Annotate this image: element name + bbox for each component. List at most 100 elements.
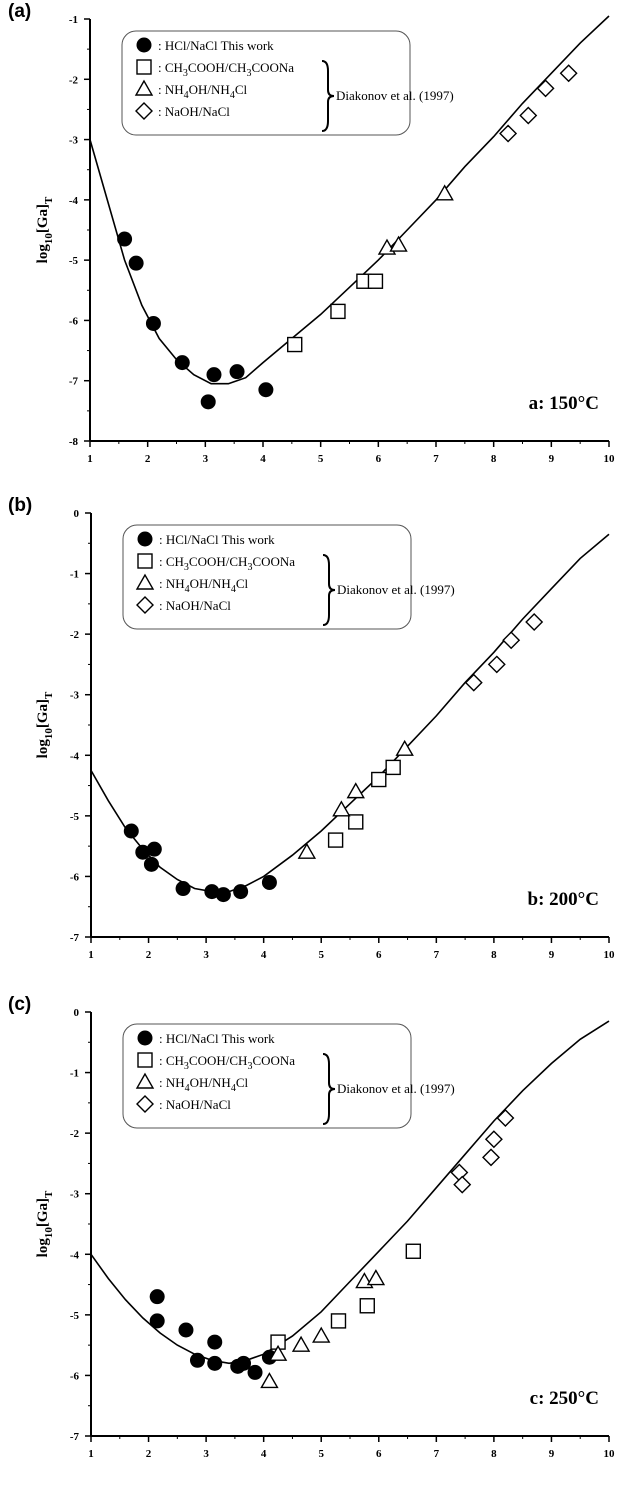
y-tick-label: -2 <box>70 1128 80 1140</box>
data-point-square <box>327 832 344 848</box>
legend-entry-label: : CH3COOH/CH3COONa <box>159 1053 295 1072</box>
legend-marker-triangle <box>135 573 155 590</box>
x-tick-label: 6 <box>376 949 382 961</box>
x-tick-label: 10 <box>604 453 616 465</box>
legend-marker-circle-filled <box>136 37 152 53</box>
data-point-triangle <box>312 1326 331 1343</box>
y-tick-label: -3 <box>70 1189 80 1201</box>
data-point-diamond <box>484 1130 503 1149</box>
data-point-square <box>367 273 384 289</box>
panel-label: (a) <box>8 1 31 22</box>
data-point-circle-filled <box>149 1289 165 1305</box>
data-point-circle-filled <box>178 1322 194 1338</box>
y-tick-label: -5 <box>70 1310 80 1322</box>
legend-entry-label: : HCl/NaCl This work <box>158 38 274 53</box>
data-point-triangle <box>366 1269 386 1286</box>
data-point-circle-filled <box>236 1355 252 1371</box>
y-tick-label: 0 <box>74 508 80 520</box>
x-tick-label: 9 <box>549 1448 555 1460</box>
series-circle-filled <box>149 1289 277 1380</box>
y-tick-label: -4 <box>69 195 79 207</box>
data-point-circle-filled <box>204 884 220 900</box>
legend-marker-square <box>136 59 152 75</box>
series-square <box>270 1243 422 1350</box>
data-point-square <box>330 1313 347 1329</box>
legend-group-label: Diakonov et al. (1997) <box>337 1081 455 1096</box>
legend-marker-square <box>137 1052 153 1068</box>
x-tick-label: 7 <box>434 1448 440 1460</box>
x-tick-label: 2 <box>146 949 152 961</box>
data-point-circle-filled <box>149 1313 165 1329</box>
y-tick-label: -7 <box>70 932 80 944</box>
data-point-circle-filled <box>189 1352 205 1368</box>
x-tick-label: 6 <box>376 453 382 465</box>
x-tick-label: 9 <box>549 453 555 465</box>
data-point-diamond <box>559 64 578 83</box>
data-point-square <box>405 1243 422 1259</box>
legend-marker-square <box>137 553 153 569</box>
data-point-circle-filled <box>258 382 274 398</box>
data-point-square <box>348 814 364 830</box>
legend-marker-circle-filled <box>137 1030 153 1046</box>
series-diamond <box>464 613 544 692</box>
series-triangle <box>297 739 414 859</box>
data-point-diamond <box>525 613 544 632</box>
legend-entry-label: : NaOH/NaCl <box>158 104 230 119</box>
data-point-circle-filled <box>207 1355 223 1371</box>
legend-entry-label: : HCl/NaCl This work <box>159 532 275 547</box>
data-point-diamond <box>464 673 483 692</box>
x-tick-label: 7 <box>433 453 439 465</box>
data-point-circle-filled <box>128 255 144 271</box>
data-point-circle-filled <box>146 841 162 857</box>
legend-entry-label: : NH4OH/NH4Cl <box>158 82 247 101</box>
legend-entry-label: : CH3COOH/CH3COONa <box>159 554 295 573</box>
panel-label: (c) <box>8 994 31 1015</box>
legend-marker-circle-filled <box>137 531 153 547</box>
legend-box <box>121 30 411 136</box>
data-point-triangle <box>291 1335 311 1352</box>
data-point-triangle <box>297 842 317 859</box>
data-point-diamond <box>487 655 506 674</box>
x-tick-label: 9 <box>549 949 555 961</box>
y-tick-label: -4 <box>70 750 80 762</box>
x-tick-label: 5 <box>318 1448 324 1460</box>
data-point-circle-filled <box>261 874 277 890</box>
legend-brace <box>321 60 335 132</box>
legend: : HCl/NaCl This work: CH3COOH/CH3COONa: … <box>121 30 454 136</box>
series-square <box>327 759 401 848</box>
legend-entry-label: : HCl/NaCl This work <box>159 1031 275 1046</box>
series-circle-filled <box>123 823 277 903</box>
y-tick-label: -6 <box>69 315 79 327</box>
data-point-diamond <box>502 631 521 650</box>
data-point-circle-filled <box>123 823 139 839</box>
data-point-diamond <box>519 106 538 125</box>
legend: : HCl/NaCl This work: CH3COOH/CH3COONa: … <box>122 524 455 630</box>
chart-panel-1: 1 2 3 4 5 6 7 8 9 10 -1 -2 -3 -4 -5 -6 -7 -8 (a) log10[Ga]T… <box>8 1 615 465</box>
series-triangle <box>260 1269 386 1389</box>
y-axis-label: log10[Ga]T <box>35 196 55 263</box>
legend-entry-label: : NaOH/NaCl <box>159 1097 231 1112</box>
y-tick-label: -6 <box>70 871 80 883</box>
y-tick-label: -5 <box>70 811 80 823</box>
data-point-circle-filled <box>206 367 222 383</box>
y-tick-label: -5 <box>69 255 79 267</box>
data-point-square <box>287 336 303 353</box>
y-axis-label: log10[Ga]T <box>35 1190 55 1257</box>
data-point-circle-filled <box>175 881 191 897</box>
y-axis-label: log10[Ga]T <box>35 691 55 758</box>
x-tick-label: 6 <box>376 1448 382 1460</box>
data-point-circle-filled <box>174 355 190 371</box>
data-point-diamond <box>496 1109 515 1127</box>
legend-entry-label: : NH4OH/NH4Cl <box>159 1075 248 1094</box>
data-point-diamond <box>482 1148 501 1167</box>
legend-marker-triangle <box>134 79 154 96</box>
x-tick-label: 1 <box>88 1448 94 1460</box>
data-point-triangle <box>260 1372 279 1389</box>
y-tick-label: -2 <box>70 629 80 641</box>
data-point-square <box>371 771 387 788</box>
y-tick-label: -7 <box>69 376 79 388</box>
legend-box <box>122 1023 412 1129</box>
x-tick-label: 2 <box>146 1448 152 1460</box>
legend-marker-diamond <box>136 1095 154 1113</box>
